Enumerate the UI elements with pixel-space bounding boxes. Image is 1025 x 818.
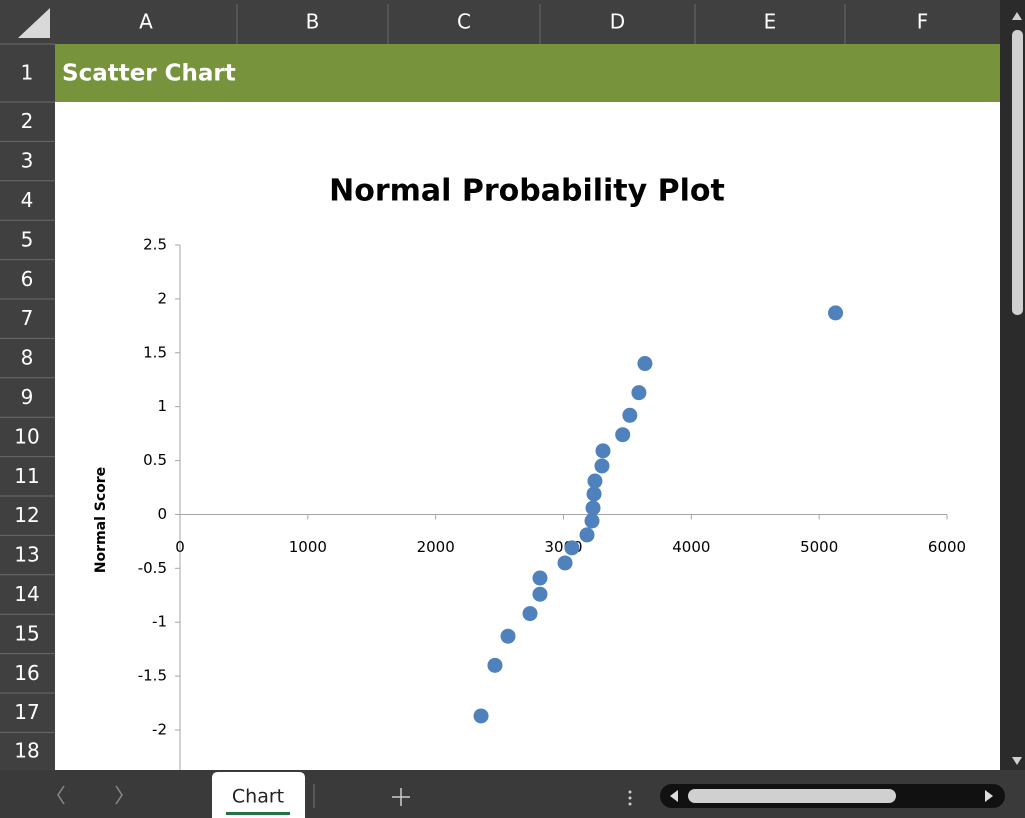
point <box>584 513 600 529</box>
row-header[interactable]: 1 <box>21 61 34 85</box>
point <box>585 500 601 516</box>
point <box>532 570 548 586</box>
scroll-down[interactable] <box>1012 757 1022 765</box>
row-header[interactable]: 10 <box>14 424 39 448</box>
active-tab-underline <box>226 812 290 815</box>
y-axis-title: Normal Score <box>93 467 109 573</box>
horizontal-thumb[interactable] <box>688 789 896 803</box>
point <box>522 606 538 622</box>
row-header[interactable]: 11 <box>14 464 39 488</box>
point <box>587 473 603 489</box>
point <box>557 555 573 571</box>
row-header[interactable]: 6 <box>21 267 34 291</box>
point <box>487 657 503 673</box>
x-tick-label: 2000 <box>417 538 455 556</box>
row-header[interactable]: 18 <box>14 739 39 763</box>
row-header[interactable]: 4 <box>21 188 34 212</box>
x-tick-label: 5000 <box>800 538 838 556</box>
y-tick-label: 1.5 <box>143 343 167 361</box>
row-header[interactable]: 3 <box>21 149 34 173</box>
chart-title: Normal Probability Plot <box>329 174 725 209</box>
point <box>615 427 631 443</box>
y-tick-label: -2 <box>152 721 167 739</box>
title-band <box>55 44 1000 102</box>
column-header[interactable]: A <box>139 10 153 34</box>
point <box>637 356 653 372</box>
y-tick-label: -1.5 <box>138 667 167 685</box>
row-header[interactable]: 16 <box>14 661 39 685</box>
row-header[interactable]: 14 <box>14 582 39 606</box>
point <box>532 586 548 602</box>
row-header-bar <box>0 0 55 770</box>
row-header[interactable]: 7 <box>21 306 34 330</box>
row-header[interactable]: 13 <box>14 543 39 567</box>
point <box>622 407 638 423</box>
add-sheet[interactable] <box>392 788 410 806</box>
row-header[interactable]: 12 <box>14 503 39 527</box>
point <box>631 385 647 401</box>
row-header[interactable]: 17 <box>14 700 39 724</box>
scroll-up[interactable] <box>1012 12 1022 20</box>
tab-prev[interactable] <box>57 785 65 805</box>
column-header[interactable]: B <box>306 10 320 34</box>
vertical-thumb[interactable] <box>1012 30 1023 315</box>
point <box>473 708 489 724</box>
chart: Normal Probability Plot Normal Score 2.5… <box>93 174 966 770</box>
y-tick-label: 0.5 <box>143 451 167 469</box>
point <box>828 305 844 321</box>
tab-next[interactable] <box>115 785 123 805</box>
cell-a1[interactable]: Scatter Chart <box>62 61 236 87</box>
y-tick-label: -0.5 <box>138 559 167 577</box>
row-header[interactable]: 9 <box>21 385 34 409</box>
y-tick-label: 2.5 <box>143 236 167 254</box>
sheet-tab[interactable] <box>212 772 305 818</box>
column-header[interactable]: E <box>764 10 777 34</box>
column-header[interactable]: D <box>610 10 625 34</box>
point <box>564 540 580 556</box>
select-all[interactable] <box>18 8 50 38</box>
scroll-left[interactable] <box>670 790 678 802</box>
row-header[interactable]: 8 <box>21 346 34 370</box>
y-tick-label: 0 <box>157 505 167 523</box>
point <box>500 628 516 644</box>
point <box>595 443 611 459</box>
point <box>594 458 610 474</box>
x-tick-label: 0 <box>175 538 185 556</box>
row-header[interactable]: 15 <box>14 621 39 645</box>
x-tick-label: 1000 <box>289 538 327 556</box>
x-tick-label: 6000 <box>928 538 966 556</box>
y-tick-label: 1 <box>157 397 167 415</box>
tab-splitter[interactable] <box>628 790 632 806</box>
column-header[interactable]: C <box>457 10 471 34</box>
sheet-tab-label[interactable]: Chart <box>232 786 284 808</box>
x-tick-label: 4000 <box>672 538 710 556</box>
scroll-right[interactable] <box>985 790 993 802</box>
column-header-bar <box>0 0 1000 44</box>
y-tick-label: 2 <box>157 289 167 307</box>
row-header[interactable]: 2 <box>21 109 34 133</box>
y-tick-label: -1 <box>152 613 167 631</box>
row-header[interactable]: 5 <box>21 227 34 251</box>
point <box>579 527 595 543</box>
column-header[interactable]: F <box>917 10 929 34</box>
point <box>586 486 602 502</box>
